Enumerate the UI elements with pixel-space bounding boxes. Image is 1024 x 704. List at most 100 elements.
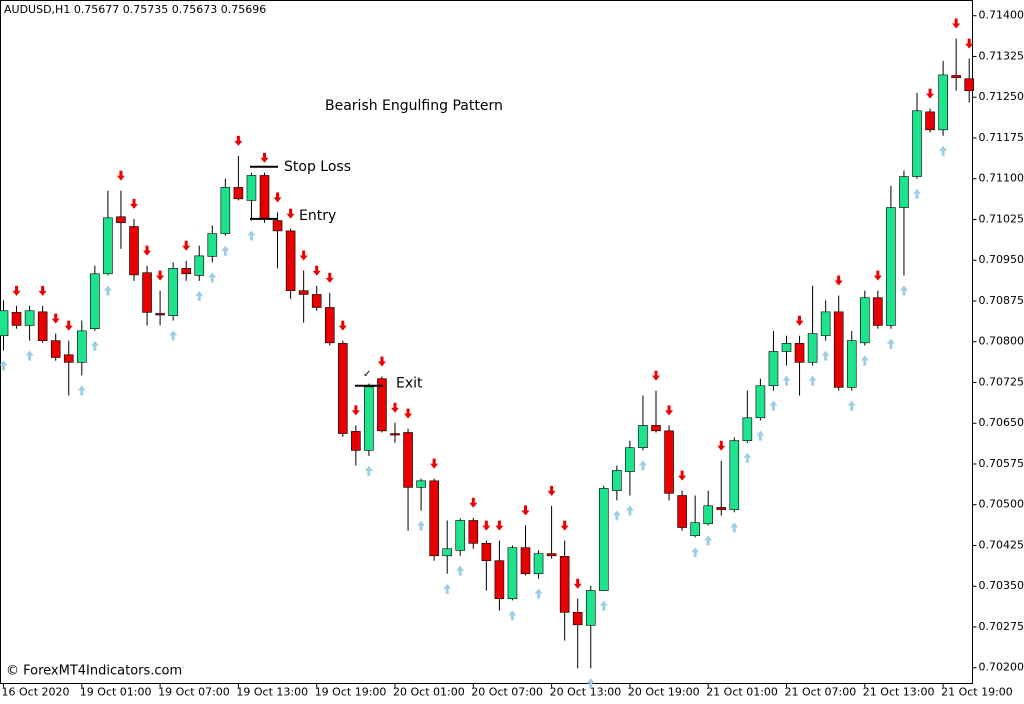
candle-body: [220, 187, 231, 234]
candle-body: [794, 343, 805, 363]
candle-body: [651, 425, 661, 432]
buy-arrow: [90, 340, 99, 351]
y-tick-label: 0.71175: [979, 131, 1024, 144]
candle-body: [729, 440, 740, 510]
y-tick-label: 0.71400: [979, 9, 1024, 22]
candle-body: [677, 495, 687, 528]
y-tick-label: 0.71250: [979, 90, 1024, 103]
buy-arrow: [456, 565, 465, 576]
y-tick-label: 0.70575: [979, 457, 1024, 470]
sell-arrow: [547, 485, 556, 496]
sell-arrow: [312, 265, 321, 276]
buy-arrow: [195, 290, 204, 301]
sell-arrow: [834, 275, 843, 286]
y-tick-label: 0.70425: [979, 538, 1024, 551]
candle-body: [168, 268, 178, 316]
candle-body: [403, 432, 413, 488]
buy-arrow: [638, 460, 647, 471]
buy-arrow: [417, 520, 426, 531]
buy-arrow: [0, 360, 8, 371]
y-tick-label: 0.70725: [979, 375, 1024, 388]
x-tick-label: 19 Oct 07:00: [158, 686, 230, 699]
candle-body: [481, 543, 492, 562]
candle-body: [259, 175, 270, 220]
buy-arrow: [847, 400, 856, 411]
sell-arrow: [430, 458, 439, 469]
buy-arrow: [886, 338, 895, 349]
x-tick-label: 16 Oct 2020: [2, 686, 70, 699]
candle-body: [90, 273, 100, 329]
candle-body: [690, 522, 700, 537]
candle-body: [416, 480, 426, 488]
candle-body: [820, 311, 831, 337]
candle-body: [964, 78, 975, 91]
candle-body: [507, 547, 518, 600]
x-tick-label: 19 Oct 13:00: [236, 686, 308, 699]
buy-arrow: [704, 535, 713, 546]
y-tick-label: 0.71025: [979, 212, 1024, 225]
sell-arrow: [116, 170, 125, 181]
annotation: Entry: [299, 208, 336, 224]
sell-arrow: [377, 356, 386, 367]
candle-body: [429, 480, 439, 557]
annotation: Bearish Engulfing Pattern: [325, 98, 503, 114]
candle-body: [455, 520, 466, 551]
buy-arrow: [860, 355, 869, 366]
x-tick-label: 21 Oct 19:00: [941, 686, 1013, 699]
sell-arrow: [12, 285, 21, 296]
sell-arrow: [182, 240, 191, 251]
sell-arrow: [795, 315, 804, 326]
sell-arrow: [64, 320, 73, 331]
candle-body: [442, 548, 453, 557]
sell-arrow: [351, 405, 360, 416]
sell-arrow: [573, 578, 582, 589]
sell-arrow: [678, 470, 687, 481]
sell-arrow: [469, 497, 478, 508]
candle-body: [285, 230, 296, 291]
y-tick-label: 0.70875: [979, 294, 1024, 307]
buy-arrow: [899, 285, 908, 296]
x-tick-label: 20 Oct 19:00: [628, 686, 700, 699]
sell-arrow: [51, 313, 60, 324]
y-tick-label: 0.71100: [979, 172, 1024, 185]
buy-arrow: [756, 430, 765, 441]
buy-arrow: [743, 452, 752, 463]
buy-arrow: [599, 600, 608, 611]
buy-arrow: [586, 678, 595, 689]
sell-arrow: [652, 370, 660, 381]
candle-body: [207, 233, 218, 257]
candle-body: [11, 312, 22, 326]
candle-body: [925, 111, 935, 131]
sell-arrow: [952, 18, 961, 29]
sell-arrow: [273, 192, 282, 203]
buy-arrow: [534, 588, 543, 599]
sell-arrow: [665, 405, 674, 416]
candle-body: [703, 505, 714, 525]
candle-body: [337, 343, 348, 434]
x-tick-label: 19 Oct 19:00: [315, 686, 387, 699]
candle-body: [116, 216, 126, 224]
buy-arrow: [612, 510, 621, 521]
buy-arrow: [808, 375, 817, 386]
candle-body: [194, 255, 205, 276]
candle-body: [0, 310, 9, 337]
buy-arrow: [247, 230, 256, 241]
sell-arrow: [143, 245, 152, 256]
sell-arrow: [156, 270, 165, 281]
candle-body: [233, 187, 244, 200]
annotation: Stop Loss: [284, 159, 351, 175]
x-tick-label: 20 Oct 07:00: [471, 686, 543, 699]
x-tick-label: 21 Oct 07:00: [785, 686, 857, 699]
candle-body: [181, 268, 191, 275]
candle-body: [833, 311, 844, 388]
candle-body: [938, 74, 948, 131]
candle-body: [546, 553, 557, 557]
candle-body: [755, 385, 766, 419]
candle-body: [103, 217, 113, 275]
candle-body: [50, 340, 61, 358]
sell-arrow: [325, 272, 334, 283]
y-tick-label: 0.70350: [979, 579, 1024, 592]
candle-body: [899, 176, 909, 208]
sell-arrow: [404, 408, 413, 419]
candle-body: [912, 110, 922, 177]
